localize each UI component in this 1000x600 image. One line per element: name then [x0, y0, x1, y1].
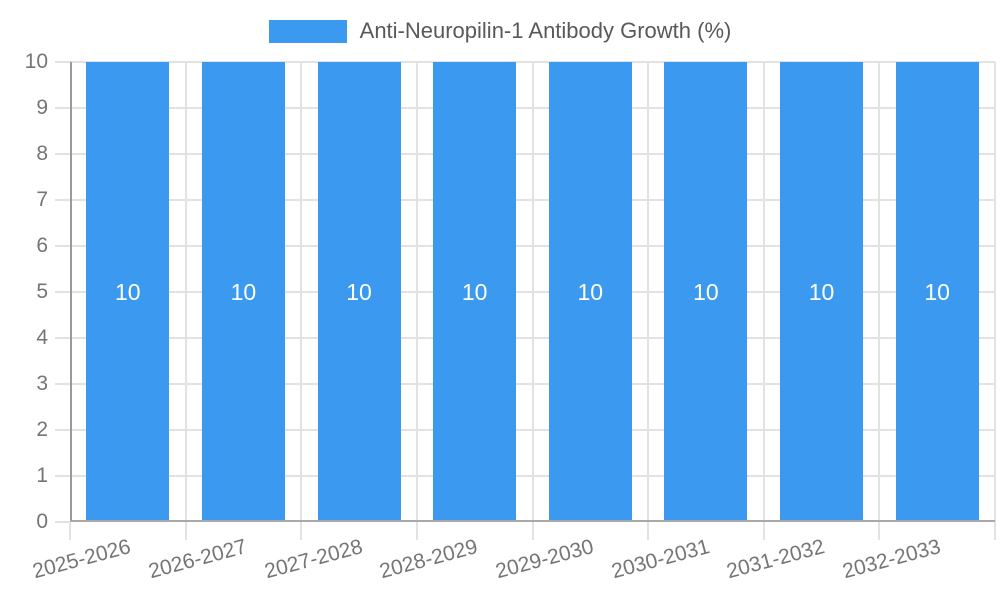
- x-category-label: 2026-2027: [146, 535, 250, 584]
- y-tick-mark: [55, 107, 70, 109]
- bar-value-label: 10: [115, 278, 141, 305]
- y-tick-label: 0: [36, 510, 48, 533]
- bar-2032-2033[interactable]: 10: [895, 62, 979, 522]
- bar-2027-2028[interactable]: 10: [317, 62, 401, 522]
- v-gridline: [531, 62, 534, 522]
- x-tick-mark: [300, 522, 303, 540]
- y-tick-mark: [55, 383, 70, 385]
- x-axis-line: [70, 520, 995, 522]
- bar-value-label: 10: [924, 278, 950, 305]
- x-category-label: 2027-2028: [261, 535, 365, 584]
- y-tick-label: 3: [36, 372, 48, 395]
- y-tick-label: 2: [36, 418, 48, 441]
- y-tick-label: 5: [36, 280, 48, 303]
- bar-2026-2027[interactable]: 10: [201, 62, 285, 522]
- legend-swatch: [268, 19, 347, 43]
- x-category-label: 2025-2026: [30, 535, 134, 584]
- bar-2031-2032[interactable]: 10: [780, 62, 864, 522]
- x-tick-mark: [647, 522, 650, 540]
- y-tick-label: 6: [36, 234, 48, 257]
- y-tick-mark: [55, 337, 70, 339]
- x-tick-mark: [531, 522, 534, 540]
- bar-2029-2030[interactable]: 10: [548, 62, 632, 522]
- x-category-label: 2029-2030: [493, 535, 597, 584]
- v-gridline: [994, 62, 996, 522]
- bar-2028-2029[interactable]: 10: [433, 62, 517, 522]
- x-tick-mark: [994, 522, 996, 540]
- v-gridline: [647, 62, 650, 522]
- v-gridline: [300, 62, 303, 522]
- bar-value-label: 10: [577, 278, 604, 305]
- bar-value-label: 10: [230, 278, 257, 305]
- x-category-label: 2030-2031: [608, 535, 712, 584]
- y-tick-mark: [55, 153, 70, 155]
- y-tick-mark: [55, 521, 70, 523]
- v-gridline: [878, 62, 881, 522]
- y-tick-mark: [55, 291, 70, 293]
- y-tick-mark: [55, 199, 70, 201]
- x-category-label: 2028-2029: [377, 535, 481, 584]
- v-gridline: [415, 62, 418, 522]
- x-tick-mark: [878, 522, 881, 540]
- v-gridline: [184, 62, 187, 522]
- y-tick-label: 8: [36, 142, 48, 165]
- y-tick-label: 4: [36, 326, 48, 349]
- plot-area: 10 10 10 10 10 10 10 10: [70, 61, 996, 522]
- y-tick-label: 1: [36, 464, 48, 487]
- bar-value-label: 10: [808, 278, 835, 305]
- x-tick-mark: [69, 522, 71, 540]
- bar-2025-2026[interactable]: 10: [86, 62, 170, 522]
- x-tick-mark: [184, 522, 187, 540]
- x-category-label: 2032-2033: [839, 535, 943, 584]
- legend[interactable]: Anti-Neuropilin-1 Antibody Growth (%): [0, 18, 1000, 44]
- y-tick-label: 9: [36, 96, 48, 119]
- x-tick-mark: [762, 522, 765, 540]
- x-category-label: 2031-2032: [724, 535, 828, 584]
- v-gridline: [762, 62, 765, 522]
- bar-value-label: 10: [693, 278, 719, 305]
- bar-value-label: 10: [346, 278, 372, 305]
- x-tick-mark: [415, 522, 418, 540]
- bar-value-label: 10: [461, 278, 488, 305]
- y-tick-mark: [55, 429, 70, 431]
- y-tick-mark: [55, 245, 70, 247]
- y-tick-label: 10: [24, 50, 48, 73]
- y-tick-mark: [55, 61, 70, 63]
- bar-2030-2031[interactable]: 10: [664, 62, 748, 522]
- y-axis-line: [70, 62, 72, 522]
- y-tick-mark: [55, 475, 70, 477]
- y-tick-label: 7: [36, 188, 48, 211]
- legend-label: Anti-Neuropilin-1 Antibody Growth (%): [359, 18, 732, 43]
